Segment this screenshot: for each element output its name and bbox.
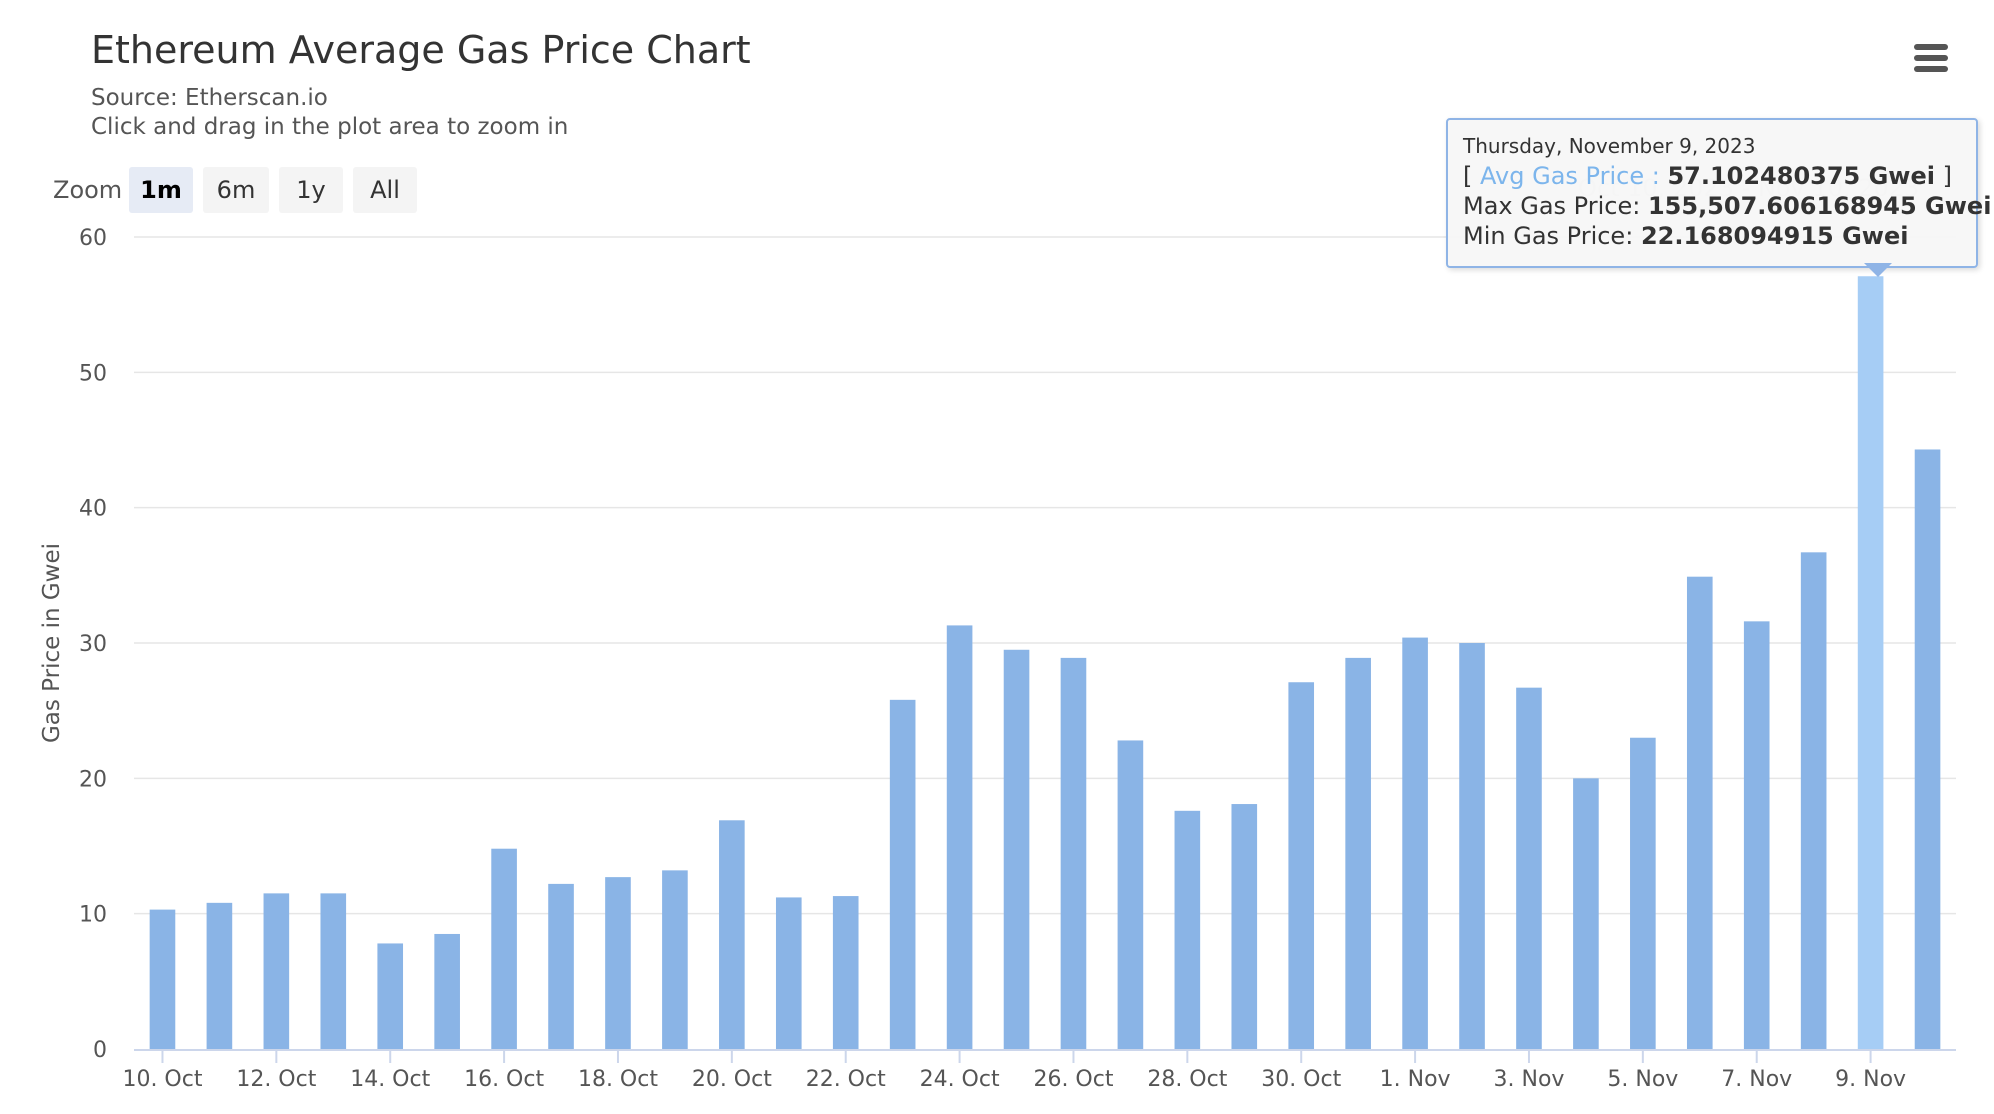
y-tick-label: 50 (79, 361, 107, 386)
bar[interactable] (1630, 737, 1656, 1049)
tooltip-series-label: Avg Gas Price : (1480, 162, 1660, 190)
zoom-6m-button[interactable]: 6m (203, 167, 269, 213)
bar[interactable] (149, 909, 176, 1049)
x-tick-label: 7. Nov (1721, 1067, 1792, 1092)
x-tick-label: 12. Oct (236, 1067, 316, 1092)
bar[interactable] (263, 893, 290, 1049)
tooltip-max-row: Max Gas Price: 155,507.606168945 Gwei (1463, 192, 1991, 220)
x-tick-label: 5. Nov (1607, 1067, 1678, 1092)
x-tick-label: 16. Oct (464, 1067, 544, 1092)
y-tick-label: 40 (79, 497, 107, 522)
bar[interactable] (491, 848, 517, 1049)
zoom-1y-button[interactable]: 1y (279, 167, 343, 213)
tooltip: Thursday, November 9, 2023 [ Avg Gas Pri… (1446, 118, 1991, 268)
y-tick-label: 20 (79, 767, 107, 792)
bar[interactable] (1402, 637, 1428, 1049)
zoom-label: Zoom (53, 176, 123, 204)
bar[interactable] (1174, 810, 1201, 1049)
hamburger-menu-icon[interactable] (1912, 44, 1950, 74)
bar[interactable] (1288, 682, 1315, 1049)
bar[interactable] (1060, 657, 1087, 1049)
bar[interactable] (1345, 657, 1371, 1049)
x-tick-label: 10. Oct (122, 1067, 202, 1092)
x-tick-label: 28. Oct (1147, 1067, 1227, 1092)
x-tick-label: 24. Oct (920, 1067, 1000, 1092)
bar[interactable] (775, 897, 802, 1049)
y-tick-label: 0 (93, 1038, 107, 1063)
x-tick-label: 18. Oct (578, 1067, 658, 1092)
bar[interactable] (206, 902, 233, 1049)
tooltip-arrow (1864, 263, 1892, 277)
x-tick-label: 9. Nov (1835, 1067, 1906, 1092)
x-tick-label: 22. Oct (806, 1067, 886, 1092)
bar[interactable] (1914, 449, 1941, 1049)
bar[interactable] (1516, 687, 1542, 1049)
tooltip-max-label: Max Gas Price: (1463, 192, 1641, 220)
bar[interactable] (434, 933, 460, 1049)
bar[interactable] (320, 893, 347, 1049)
tooltip-close-bracket: ] (1942, 162, 1952, 190)
chart-instruction: Click and drag in the plot area to zoom … (91, 114, 569, 140)
zoom-all-button[interactable]: All (353, 167, 417, 213)
x-tick-label: 1. Nov (1380, 1067, 1451, 1092)
bar[interactable] (1743, 621, 1770, 1049)
bar[interactable] (1800, 552, 1827, 1049)
bar[interactable] (1117, 740, 1144, 1049)
bar[interactable] (1459, 643, 1485, 1049)
zoom-1m-button[interactable]: 1m (129, 167, 193, 213)
bar[interactable] (662, 870, 688, 1049)
y-tick-label: 10 (79, 903, 107, 928)
bar[interactable] (1231, 804, 1258, 1049)
x-tick-label: 3. Nov (1494, 1067, 1565, 1092)
y-tick-label: 30 (79, 632, 107, 657)
bar[interactable] (377, 943, 404, 1049)
y-axis-label: Gas Price in Gwei (39, 543, 65, 743)
bar[interactable] (832, 896, 859, 1049)
bar[interactable] (1686, 576, 1713, 1049)
bar[interactable] (889, 699, 916, 1049)
bar[interactable] (548, 883, 574, 1049)
tooltip-min-value: 22.168094915 Gwei (1640, 222, 1909, 250)
bar[interactable] (946, 625, 973, 1049)
chart-source: Source: Etherscan.io (91, 85, 328, 111)
tooltip-min-label: Min Gas Price: (1463, 222, 1634, 250)
tooltip-open-bracket: [ (1463, 162, 1473, 190)
tooltip-min-row: Min Gas Price: 22.168094915 Gwei (1463, 222, 1908, 250)
x-tick-label: 26. Oct (1033, 1067, 1113, 1092)
bar[interactable] (719, 820, 745, 1049)
tooltip-max-value: 155,507.606168945 Gwei (1647, 192, 1992, 220)
tooltip-series-value: 57.102480375 Gwei (1667, 162, 1935, 190)
y-tick-label: 60 (79, 226, 107, 251)
bar[interactable] (605, 877, 631, 1049)
tooltip-date: Thursday, November 9, 2023 (1463, 134, 1756, 158)
bar[interactable] (1003, 649, 1030, 1049)
tooltip-avg-row: [ Avg Gas Price : 57.102480375 Gwei ] (1463, 162, 1952, 190)
chart-title: Ethereum Average Gas Price Chart (91, 28, 751, 72)
bar[interactable] (1857, 276, 1884, 1049)
x-tick-label: 14. Oct (350, 1067, 430, 1092)
bar[interactable] (1573, 778, 1599, 1049)
x-tick-label: 20. Oct (692, 1067, 772, 1092)
x-tick-label: 30. Oct (1261, 1067, 1341, 1092)
